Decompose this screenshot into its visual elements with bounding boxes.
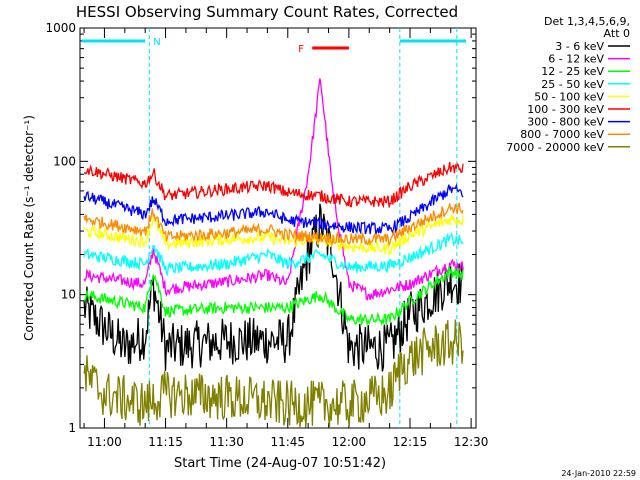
series-line-2 xyxy=(83,266,464,326)
x-tick-label: 12:15 xyxy=(393,435,428,449)
series-line-0 xyxy=(83,203,464,372)
legend-item-label: 7000 - 20000 keV xyxy=(506,141,604,154)
flag-label-n: N xyxy=(153,37,160,48)
x-tick-label: 11:00 xyxy=(87,435,122,449)
plot-frame xyxy=(79,27,477,429)
x-tick-label: 12:00 xyxy=(332,435,367,449)
legend-item-label: 800 - 7000 keV xyxy=(520,128,604,141)
legend-header: Det 1,3,4,5,6,9, Att 0 xyxy=(544,15,630,40)
x-tick-label: 11:45 xyxy=(270,435,305,449)
legend-item-label: 12 - 25 keV xyxy=(541,65,604,78)
legend-header-line-0: Det 1,3,4,5,6,9, xyxy=(544,15,630,28)
legend-item-label: 100 - 300 keV xyxy=(527,103,604,116)
x-axis: 11:00 11:15 11:30 11:45 12:00 12:15 12:30 xyxy=(83,28,489,449)
legend-header-line-1: Att 0 xyxy=(604,27,630,40)
flag-label-f: F xyxy=(298,44,304,55)
x-axis-label: Start Time (24-Aug-07 10:51:42) xyxy=(174,456,386,471)
series-line-1 xyxy=(83,78,464,301)
series-line-6 xyxy=(83,183,464,236)
flag-markers: NF xyxy=(82,28,466,428)
y-tick-label: 10 xyxy=(61,288,76,302)
legend-item-label: 300 - 800 keV xyxy=(527,116,604,129)
series-line-8 xyxy=(83,319,464,429)
timestamp: 24-Jan-2010 22:59 xyxy=(561,469,636,478)
series-line-5 xyxy=(83,161,464,209)
y-tick-label: 1000 xyxy=(45,21,76,35)
x-tick-label: 11:30 xyxy=(209,435,244,449)
series-line-7 xyxy=(83,202,464,247)
y-axis-label: Corrected Count Rate (s⁻¹ detector⁻¹) xyxy=(22,115,36,341)
series-group xyxy=(83,78,464,429)
x-tick-label: 12:30 xyxy=(454,435,489,449)
legend-item-label: 50 - 100 keV xyxy=(534,90,604,103)
series-line-4 xyxy=(83,214,464,257)
legend-item-label: 25 - 50 keV xyxy=(541,78,604,91)
y-tick-label: 100 xyxy=(53,154,76,168)
y-tick-label: 1 xyxy=(68,421,76,435)
plot-area: 1 10 100 1000 11:00 11:15 11:30 11:45 12:00 12:1… xyxy=(45,21,488,449)
x-tick-label: 11:15 xyxy=(148,435,183,449)
chart-title: HESSI Observing Summary Count Rates, Cor… xyxy=(76,3,458,21)
legend-item-label: 3 - 6 keV xyxy=(555,40,604,53)
series-line-3 xyxy=(83,231,464,277)
legend-item-label: 6 - 12 keV xyxy=(548,53,604,66)
